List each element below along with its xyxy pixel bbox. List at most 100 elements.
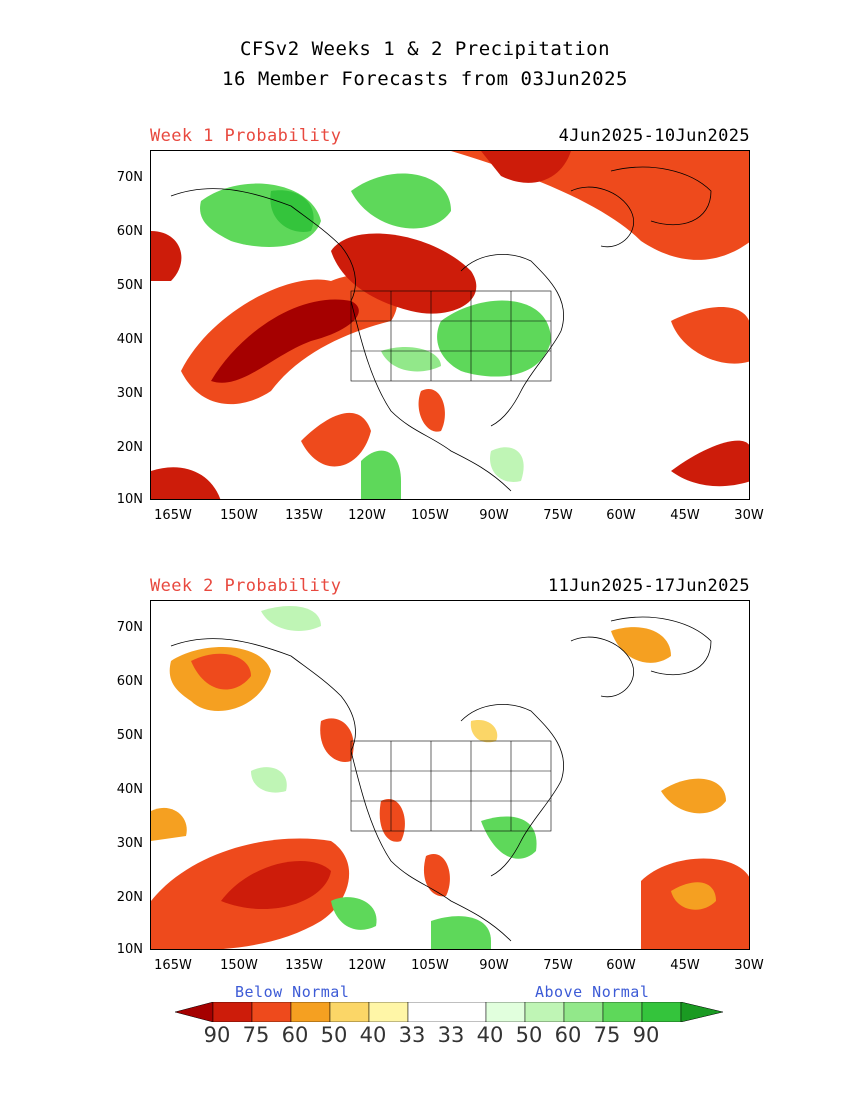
week1-lon-tick: 75W <box>543 508 573 523</box>
legend-swatch-neutral <box>407 1002 487 1022</box>
week1-label: Week 1 Probability <box>150 126 342 146</box>
week2-lon-tick: 120W <box>348 958 386 973</box>
week2-lon-tick: 60W <box>606 958 636 973</box>
week2-lat-tick: 40N <box>116 782 143 797</box>
week1-dry-south-edge <box>151 467 221 499</box>
week2-wet-gulf <box>431 916 491 949</box>
week1-dry-subtropic <box>301 412 371 467</box>
week1-wet-east-us <box>437 300 551 377</box>
week1-lon-tick: 105W <box>411 508 449 523</box>
legend-swatch-above-90-arrow <box>680 1002 724 1022</box>
legend-above-label: Above Normal <box>535 983 650 1001</box>
legend-value: 90 <box>203 1023 231 1047</box>
week1-lon-tick: 135W <box>285 508 323 523</box>
legend-value: 40 <box>476 1023 504 1047</box>
week2-dry-atlantic-mid <box>661 778 726 814</box>
week2-dry-alaska-core <box>191 653 251 690</box>
week2-lat-tick: 20N <box>116 890 143 905</box>
week1-lon-tick: 90W <box>479 508 509 523</box>
legend-value: 60 <box>554 1023 582 1047</box>
week1-dry-atlantic-south <box>671 440 749 487</box>
week2-lon-tick: 150W <box>220 958 258 973</box>
week2-lon-tick: 135W <box>285 958 323 973</box>
legend-swatch-below-33 <box>368 1002 409 1022</box>
week2-lat-tick: 10N <box>116 942 143 957</box>
week1-dry-canada <box>331 233 477 314</box>
week2-dates: 11Jun2025-17Jun2025 <box>547 576 750 596</box>
week1-wet-caribbean <box>490 447 524 482</box>
week2-dry-caribbean <box>470 720 498 743</box>
week1-lon-tick: 150W <box>220 508 258 523</box>
week1-probability-fields <box>151 151 749 499</box>
week1-lon-tick: 165W <box>154 508 192 523</box>
week2-probability-fields <box>151 606 749 949</box>
chart-title-line1: CFSv2 Weeks 1 & 2 Precipitation <box>239 38 611 60</box>
week2-dry-atlantic-core <box>671 882 716 910</box>
legend-value: 33 <box>398 1023 426 1047</box>
week2-us-borders <box>350 740 552 832</box>
week1-us-borders <box>350 290 552 382</box>
week1-wet-alaska-core <box>270 190 314 232</box>
legend-value: 33 <box>437 1023 465 1047</box>
legend-swatch-above-33 <box>485 1002 526 1022</box>
legend-colorbar <box>175 1002 724 1022</box>
week1-lon-tick: 45W <box>670 508 700 523</box>
week1-lat-tick: 20N <box>116 440 143 455</box>
week2-lat-tick: 30N <box>116 836 143 851</box>
week1-lat-tick: 30N <box>116 386 143 401</box>
week1-dry-west-edge <box>151 231 182 281</box>
legend-value: 50 <box>320 1023 348 1047</box>
week1-dates: 4Jun2025-10Jun2025 <box>558 126 750 146</box>
week2-lon-tick: 30W <box>734 958 764 973</box>
legend-swatch-below-60 <box>251 1002 292 1022</box>
week1-dry-greenland <box>451 151 749 260</box>
week2-lon-tick: 75W <box>543 958 573 973</box>
chart-title-line2: 16 Member Forecasts from 03Jun2025 <box>222 68 628 90</box>
week2-dry-pacific-core <box>221 861 331 910</box>
week1-dry-greenland-core <box>481 151 571 183</box>
week2-label: Week 2 Probability <box>150 576 342 596</box>
week2-dry-west-coast <box>320 718 354 762</box>
week1-wet-north-canada <box>351 173 451 229</box>
week2-wet-midwest <box>251 767 287 793</box>
legend-value: 50 <box>515 1023 543 1047</box>
week1-lon-tick: 60W <box>606 508 636 523</box>
week2-dry-west-edge <box>151 807 187 841</box>
legend-swatch-above-50 <box>563 1002 604 1022</box>
legend-value: 75 <box>242 1023 270 1047</box>
week2-lon-tick: 165W <box>154 958 192 973</box>
legend-swatch-below-40 <box>329 1002 370 1022</box>
week1-dry-atlantic <box>671 307 749 364</box>
week2-lat-tick: 70N <box>116 620 143 635</box>
week2-lat-tick: 50N <box>116 728 143 743</box>
legend-below-label: Below Normal <box>235 983 350 1001</box>
legend-value: 60 <box>281 1023 309 1047</box>
week1-lat-tick: 50N <box>116 278 143 293</box>
week1-wet-pacific <box>361 450 401 499</box>
week2-lon-tick: 90W <box>479 958 509 973</box>
legend-swatch-above-75 <box>641 1002 682 1022</box>
legend-swatch-above-60 <box>602 1002 643 1022</box>
legend-swatch-below-50 <box>290 1002 331 1022</box>
week1-lat-tick: 60N <box>116 224 143 239</box>
legend-value: 75 <box>593 1023 621 1047</box>
week1-dry-pacific-core <box>211 299 359 383</box>
legend-swatch-below-75 <box>212 1002 253 1022</box>
week2-dry-mexico <box>423 854 450 897</box>
week1-lat-tick: 40N <box>116 332 143 347</box>
week2-dry-greenland <box>611 627 671 663</box>
week2-lon-tick: 45W <box>670 958 700 973</box>
week2-lon-tick: 105W <box>411 958 449 973</box>
week2-wet-north <box>261 606 321 631</box>
legend-swatch-above-40 <box>524 1002 565 1022</box>
week2-map <box>150 600 750 950</box>
legend-value: 40 <box>359 1023 387 1047</box>
week1-dry-mexico <box>418 389 445 432</box>
week1-lon-tick: 30W <box>734 508 764 523</box>
week1-wet-plains <box>381 346 441 372</box>
week2-dry-baja <box>379 799 405 842</box>
legend-swatch-below-90-arrow <box>175 1002 214 1022</box>
week2-lat-tick: 60N <box>116 674 143 689</box>
week2-wet-southeast-us <box>481 816 537 859</box>
week1-map <box>150 150 750 500</box>
